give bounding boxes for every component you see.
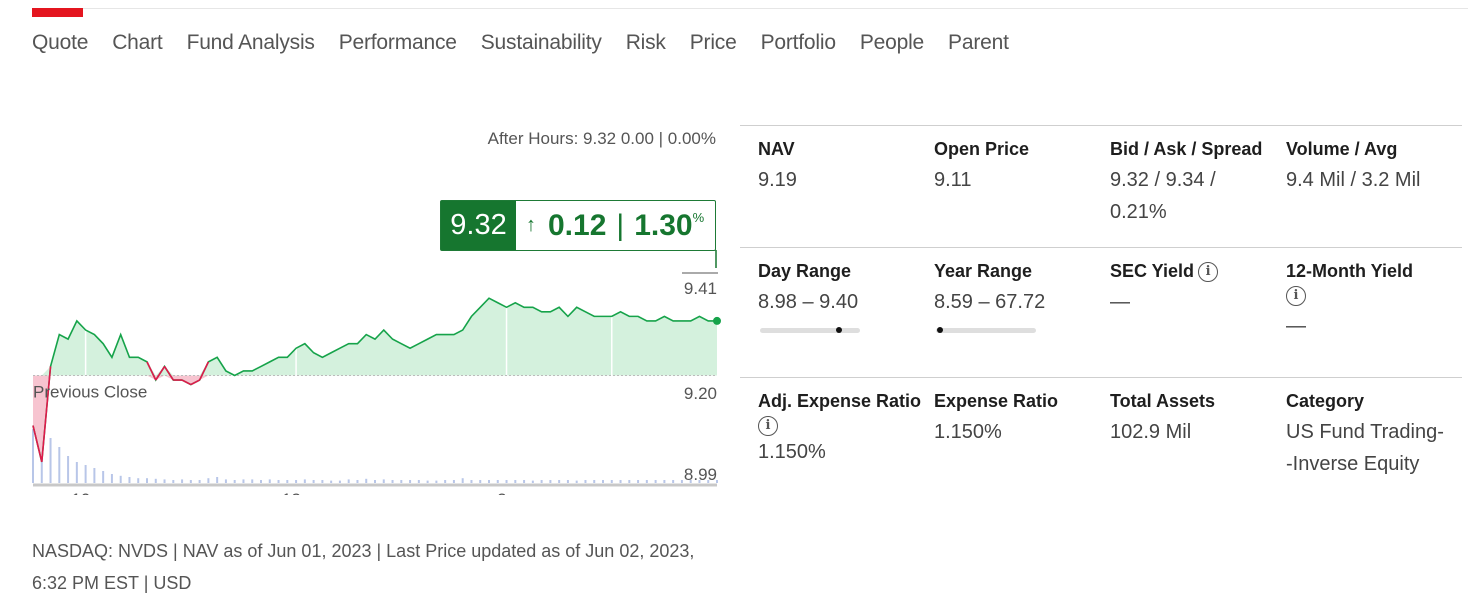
stat-label: Open Price xyxy=(934,139,1030,159)
price-line-down-segment xyxy=(146,361,157,381)
stat-value: US Fund Trading--Inverse Equity xyxy=(1286,421,1444,475)
price-line-down-segment xyxy=(181,379,192,386)
stat-label: Bid / Ask / Spread xyxy=(1110,139,1263,159)
year-range-bar xyxy=(936,327,1036,333)
stat-category: Category US Fund Trading--Inverse Equity xyxy=(1286,386,1462,477)
stat-volume-avg: Volume / Avg 9.4 Mil / 3.2 Mil xyxy=(1286,134,1462,247)
change-percent: 1.30 xyxy=(634,208,693,242)
stat-value: 9.4 Mil / 3.2 Mil xyxy=(1286,169,1421,191)
x-tick-label-2p: 2p xyxy=(497,490,516,495)
price-line-down-segment xyxy=(155,365,166,381)
tab-people[interactable]: People xyxy=(859,31,925,54)
info-icon-wrap: i xyxy=(1286,286,1462,306)
day-range-marker xyxy=(836,327,843,333)
key-stats-panel: NAV 9.19 Open Price 9.11 Bid / Ask / Spr… xyxy=(740,125,1462,477)
stat-value: 9.19 xyxy=(758,169,797,191)
stat-value: — xyxy=(1286,315,1306,337)
price-line-down-segment xyxy=(198,361,210,381)
previous-close-label: Previous Close xyxy=(33,383,147,402)
stat-12-month-yield: 12-Month Yield i — xyxy=(1286,256,1462,377)
stat-label: SEC Yield i xyxy=(1110,256,1286,286)
quote-source-note: NASDAQ: NVDS | NAV as of Jun 01, 2023 | … xyxy=(32,541,695,593)
price-line xyxy=(32,297,717,463)
stat-value: 9.11 xyxy=(934,169,972,191)
tab-fund-analysis[interactable]: Fund Analysis xyxy=(186,31,315,54)
session-gridlines xyxy=(84,280,613,376)
stats-row: Adj. Expense Ratio i 1.150% Expense Rati… xyxy=(740,377,1462,477)
stat-adj-expense-ratio: Adj. Expense Ratio i 1.150% xyxy=(758,386,934,477)
stat-label: NAV xyxy=(758,139,795,159)
tab-performance[interactable]: Performance xyxy=(338,31,457,54)
stat-value: 8.59 – 67.72 xyxy=(934,291,1046,313)
stat-expense-ratio: Expense Ratio 1.150% xyxy=(934,386,1110,477)
tab-risk[interactable]: Risk xyxy=(625,31,666,54)
change-amount: 0.12 xyxy=(548,208,607,242)
y-tick-label-bottom: 8.99 xyxy=(684,465,717,484)
stats-row: NAV 9.19 Open Price 9.11 Bid / Ask / Spr… xyxy=(740,125,1462,247)
stat-total-assets: Total Assets 102.9 Mil xyxy=(1110,386,1286,477)
stats-row: Day Range 8.98 – 9.40 Year Range 8.59 – … xyxy=(740,247,1462,377)
tab-price[interactable]: Price xyxy=(689,31,737,54)
price-line-down-segment xyxy=(163,365,174,381)
stat-label-text: SEC Yield xyxy=(1110,261,1195,281)
day-range-bar xyxy=(760,327,860,333)
quote-nav: Quote Chart Fund Analysis Performance Su… xyxy=(32,30,1033,56)
stat-year-range: Year Range 8.59 – 67.72 xyxy=(934,256,1110,377)
price-line-down-segment xyxy=(40,366,52,462)
stat-label: Category xyxy=(1286,391,1365,411)
stat-value: — xyxy=(1110,291,1130,313)
price-summary-box: 9.32 ↑ 0.12 | 1.30 % xyxy=(440,200,716,251)
stat-value: 9.32 / 9.34 / 0.21% xyxy=(1110,169,1216,223)
stat-label: Expense Ratio xyxy=(934,391,1059,411)
change-separator: | xyxy=(616,208,625,242)
price-line-down-segment xyxy=(32,425,43,463)
tab-chart[interactable]: Chart xyxy=(112,31,163,54)
stat-value: 8.98 – 9.40 xyxy=(758,291,859,313)
x-tick-label-12p: 12p xyxy=(282,490,310,495)
tab-sustainability[interactable]: Sustainability xyxy=(480,31,602,54)
percent-sign: % xyxy=(692,210,705,225)
last-price: 9.32 xyxy=(441,201,516,250)
stat-label: 12-Month Yield xyxy=(1286,261,1414,281)
stat-bid-ask-spread: Bid / Ask / Spread 9.32 / 9.34 / 0.21% xyxy=(1110,134,1286,247)
up-arrow-icon: ↑ xyxy=(526,214,536,236)
x-tick-label-10a: 10a xyxy=(71,490,100,495)
stat-value: 1.150% xyxy=(934,421,1002,443)
info-icon[interactable]: i xyxy=(758,416,778,436)
stat-open-price: Open Price 9.11 xyxy=(934,134,1110,247)
active-tab-indicator xyxy=(32,8,83,17)
after-hours-quote: After Hours: 9.32 0.00 | 0.00% xyxy=(487,129,716,148)
stat-value: 102.9 Mil xyxy=(1110,421,1192,443)
area-above-previous-close xyxy=(33,298,717,376)
stat-sec-yield: SEC Yield i — xyxy=(1110,256,1286,377)
info-icon[interactable]: i xyxy=(1286,286,1306,306)
last-price-dot xyxy=(713,316,721,325)
volume-bars xyxy=(32,429,718,483)
info-icon[interactable]: i xyxy=(1198,262,1219,283)
y-tick-label-top: 9.41 xyxy=(684,279,717,298)
year-range-marker xyxy=(936,327,943,333)
stat-nav: NAV 9.19 xyxy=(758,134,934,247)
price-line-down-segment xyxy=(190,379,200,386)
top-divider xyxy=(32,8,1468,9)
y-tick-label-mid: 9.20 xyxy=(684,384,717,403)
tab-quote[interactable]: Quote xyxy=(32,31,89,54)
info-icon-wrap: i xyxy=(758,416,934,436)
price-change: ↑ 0.12 | 1.30 % xyxy=(516,201,715,250)
stat-day-range: Day Range 8.98 – 9.40 xyxy=(758,256,934,377)
tab-portfolio[interactable]: Portfolio xyxy=(760,31,836,54)
tab-parent[interactable]: Parent xyxy=(948,31,1009,54)
intraday-price-chart[interactable]: Previous Close 9.41 9.20 8.99 10a 12p 2p xyxy=(30,250,730,495)
stat-label: Total Assets xyxy=(1110,391,1216,411)
price-area xyxy=(33,298,717,462)
stat-label: Volume / Avg xyxy=(1286,139,1398,159)
stat-label: Year Range xyxy=(934,261,1033,281)
stat-label: Day Range xyxy=(758,261,852,281)
stat-label: Adj. Expense Ratio xyxy=(758,391,922,411)
stat-value: 1.150% xyxy=(758,441,826,463)
